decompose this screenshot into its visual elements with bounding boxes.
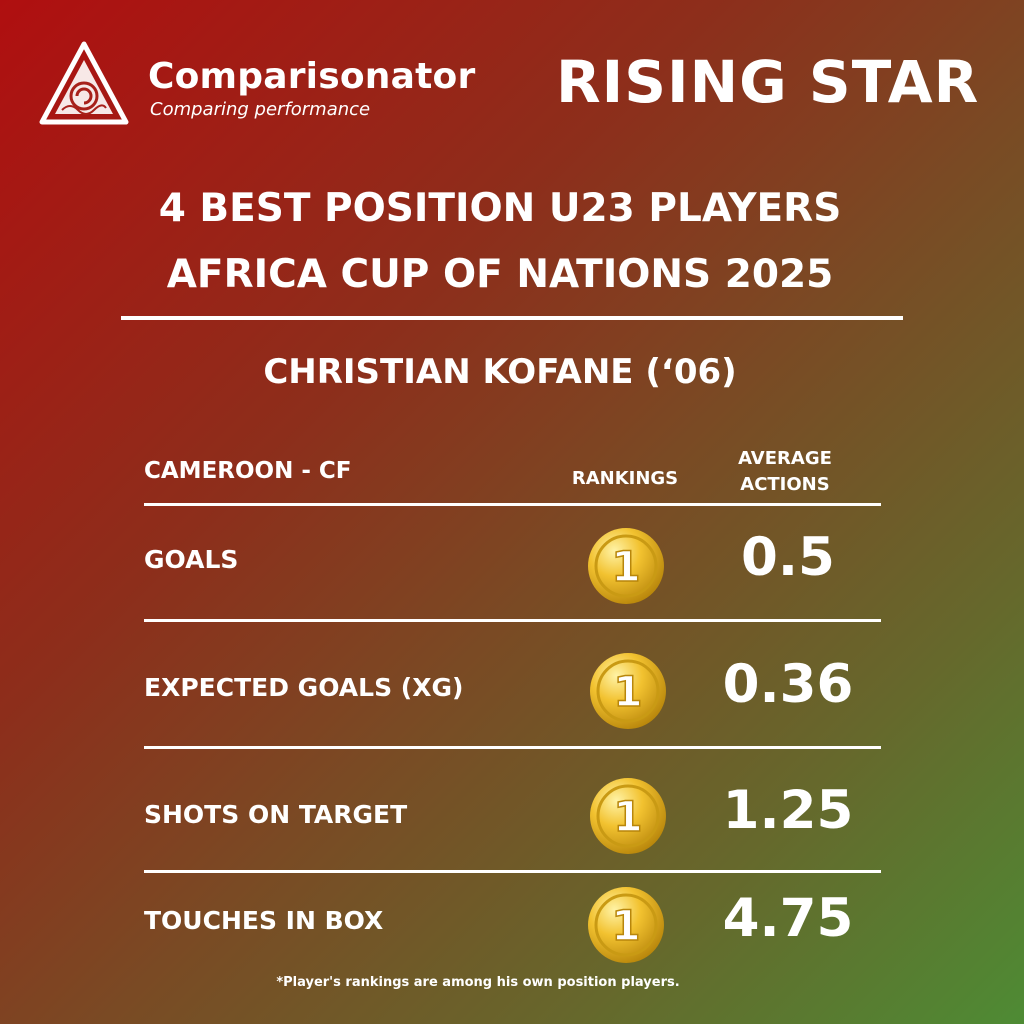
average-header-line-1: AVERAGE bbox=[738, 448, 832, 469]
header-divider bbox=[144, 503, 881, 506]
rankings-column-header: RANKINGS bbox=[571, 468, 679, 489]
brand-name: Comparisonator bbox=[148, 56, 476, 97]
metric-label: TOUCHES IN BOX bbox=[144, 906, 384, 935]
gold-medal-icon: 1 bbox=[588, 776, 668, 856]
gold-medal-icon: 1 bbox=[586, 885, 666, 965]
team-position: CAMEROON - CF bbox=[144, 458, 352, 484]
metric-value: 1.25 bbox=[722, 780, 854, 841]
row-divider bbox=[144, 619, 881, 622]
row-divider bbox=[144, 870, 881, 873]
comparisonator-logo-icon bbox=[38, 40, 130, 130]
headline-line-1: 4 BEST POSITION U23 PLAYERS bbox=[158, 186, 842, 231]
average-actions-column-header: AVERAGE ACTIONS bbox=[700, 446, 870, 498]
metric-label: GOALS bbox=[144, 545, 239, 574]
gold-medal-icon: 1 bbox=[588, 651, 668, 731]
row-divider bbox=[144, 746, 881, 749]
medal-rank: 1 bbox=[613, 792, 642, 841]
gold-medal-icon: 1 bbox=[586, 526, 666, 606]
metric-label: SHOTS ON TARGET bbox=[144, 800, 408, 829]
player-name: CHRISTIAN KOFANE (‘06) bbox=[263, 352, 737, 392]
rising-star-banner: RISING STAR bbox=[556, 48, 980, 116]
brand-tagline: Comparing performance bbox=[150, 99, 371, 120]
average-header-line-2: ACTIONS bbox=[740, 474, 830, 495]
headline-line-2: AFRICA CUP OF NATIONS 2025 bbox=[166, 252, 834, 297]
footnote: *Player's rankings are among his own pos… bbox=[276, 975, 680, 990]
metric-value: 4.75 bbox=[722, 888, 854, 949]
metric-label: EXPECTED GOALS (XG) bbox=[144, 673, 464, 702]
medal-rank: 1 bbox=[611, 542, 640, 591]
metric-value: 0.5 bbox=[741, 527, 835, 588]
metric-value: 0.36 bbox=[722, 654, 854, 715]
medal-rank: 1 bbox=[611, 901, 640, 950]
title-divider bbox=[121, 316, 903, 320]
medal-rank: 1 bbox=[613, 667, 642, 716]
